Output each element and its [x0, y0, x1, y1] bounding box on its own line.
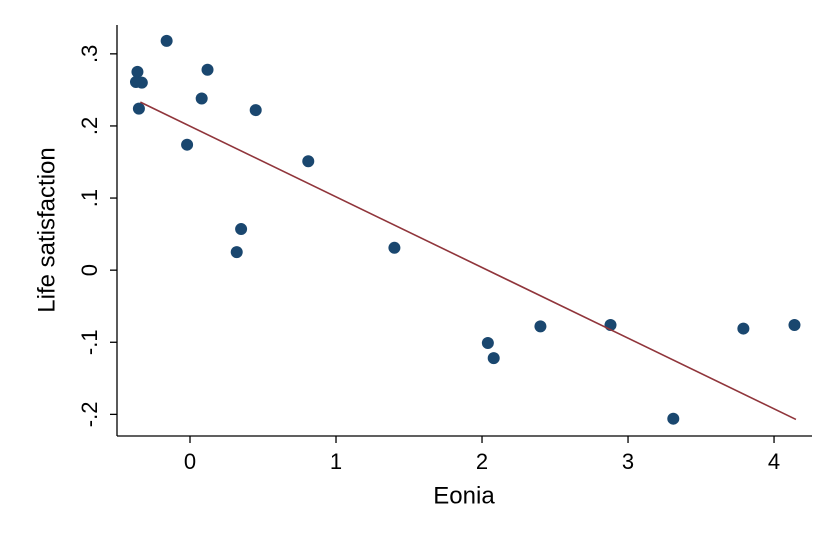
data-point [534, 320, 547, 333]
data-point [235, 223, 248, 236]
y-tick-label: .1 [77, 189, 102, 207]
data-point [131, 65, 144, 78]
data-point [667, 412, 680, 425]
data-point [195, 92, 208, 105]
data-point [135, 76, 148, 89]
data-point [249, 104, 262, 117]
data-point [302, 155, 315, 168]
data-point [160, 34, 173, 47]
x-tick-label: 4 [768, 449, 780, 474]
y-tick-label: 0 [77, 264, 102, 276]
data-point [788, 318, 801, 331]
y-tick-label: .2 [77, 117, 102, 135]
x-tick-label: 1 [330, 449, 342, 474]
data-point [481, 336, 494, 349]
y-axis-title: Life satisfaction [33, 147, 60, 312]
x-tick-label: 2 [476, 449, 488, 474]
x-tick-label: 0 [184, 449, 196, 474]
y-tick-label: -.2 [77, 402, 102, 428]
data-point [230, 246, 243, 259]
data-point [132, 102, 145, 115]
data-point [388, 241, 401, 254]
data-point [181, 138, 194, 151]
y-tick-label: -.1 [77, 329, 102, 355]
fit-line [140, 101, 797, 421]
y-tick-label: .3 [77, 45, 102, 63]
data-point [737, 322, 750, 335]
x-axis-title: Eonia [433, 482, 495, 509]
x-tick-label: 3 [622, 449, 634, 474]
data-point [201, 63, 214, 76]
data-point [487, 352, 500, 365]
